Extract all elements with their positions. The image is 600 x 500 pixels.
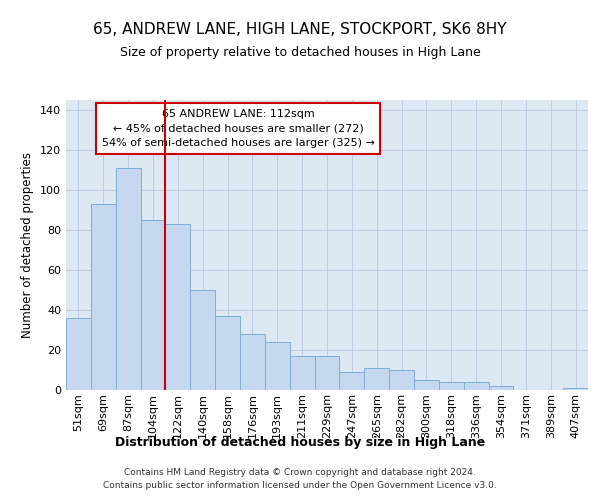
- Text: Size of property relative to detached houses in High Lane: Size of property relative to detached ho…: [119, 46, 481, 59]
- Bar: [290, 356, 314, 390]
- Bar: [563, 388, 588, 390]
- Bar: [240, 334, 265, 390]
- Bar: [265, 342, 290, 390]
- Bar: [414, 380, 439, 390]
- Bar: [91, 204, 116, 390]
- Bar: [364, 368, 389, 390]
- Bar: [116, 168, 140, 390]
- Text: 65 ANDREW LANE: 112sqm
← 45% of detached houses are smaller (272)
54% of semi-de: 65 ANDREW LANE: 112sqm ← 45% of detached…: [102, 108, 374, 148]
- Text: Contains public sector information licensed under the Open Government Licence v3: Contains public sector information licen…: [103, 480, 497, 490]
- Bar: [389, 370, 414, 390]
- Bar: [439, 382, 464, 390]
- Bar: [190, 290, 215, 390]
- Bar: [66, 318, 91, 390]
- Bar: [215, 316, 240, 390]
- Bar: [464, 382, 488, 390]
- Bar: [140, 220, 166, 390]
- Bar: [340, 372, 364, 390]
- Bar: [488, 386, 514, 390]
- Bar: [166, 224, 190, 390]
- Text: Distribution of detached houses by size in High Lane: Distribution of detached houses by size …: [115, 436, 485, 449]
- Y-axis label: Number of detached properties: Number of detached properties: [22, 152, 34, 338]
- Text: Contains HM Land Registry data © Crown copyright and database right 2024.: Contains HM Land Registry data © Crown c…: [124, 468, 476, 477]
- Bar: [314, 356, 340, 390]
- Text: 65, ANDREW LANE, HIGH LANE, STOCKPORT, SK6 8HY: 65, ANDREW LANE, HIGH LANE, STOCKPORT, S…: [93, 22, 507, 38]
